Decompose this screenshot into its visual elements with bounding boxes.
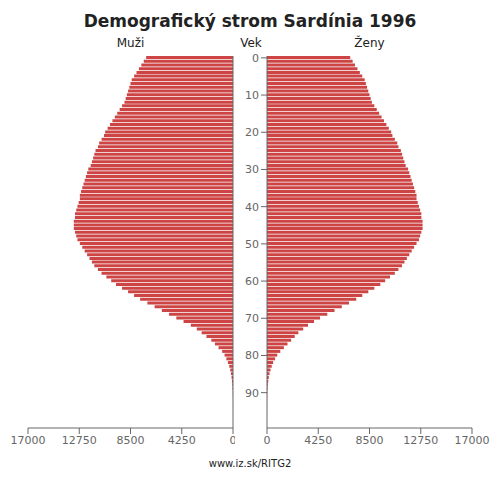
svg-text:20: 20 <box>245 126 259 139</box>
svg-text:60: 60 <box>245 275 259 288</box>
svg-text:12750: 12750 <box>62 434 97 447</box>
svg-text:70: 70 <box>245 312 259 325</box>
svg-text:12750: 12750 <box>403 434 438 447</box>
html-text:Demografický strom Sardínia 19: Demografický strom Sardínia 1996 <box>83 11 417 31</box>
html-text:Ženy: Ženy <box>354 36 385 50</box>
svg-text:17000: 17000 <box>11 434 46 447</box>
svg-text:10: 10 <box>245 89 259 102</box>
svg-text:90: 90 <box>245 387 259 400</box>
svg-text:40: 40 <box>245 201 259 214</box>
svg-text:50: 50 <box>245 238 259 251</box>
html-text:www.iz.sk/RITG2: www.iz.sk/RITG2 <box>208 458 292 469</box>
svg-text:30: 30 <box>245 163 259 176</box>
svg-text:8500: 8500 <box>356 434 384 447</box>
svg-text:8500: 8500 <box>117 434 145 447</box>
svg-text:17000: 17000 <box>455 434 490 447</box>
svg-text:0: 0 <box>252 52 259 65</box>
svg-text:4250: 4250 <box>168 434 196 447</box>
svg-text:80: 80 <box>245 349 259 362</box>
svg-text:0: 0 <box>264 434 271 447</box>
svg-text:4250: 4250 <box>304 434 332 447</box>
svg-text:0: 0 <box>230 434 236 447</box>
html-text:Muži: Muži <box>116 36 145 50</box>
html-text:Vek: Vek <box>240 36 262 50</box>
